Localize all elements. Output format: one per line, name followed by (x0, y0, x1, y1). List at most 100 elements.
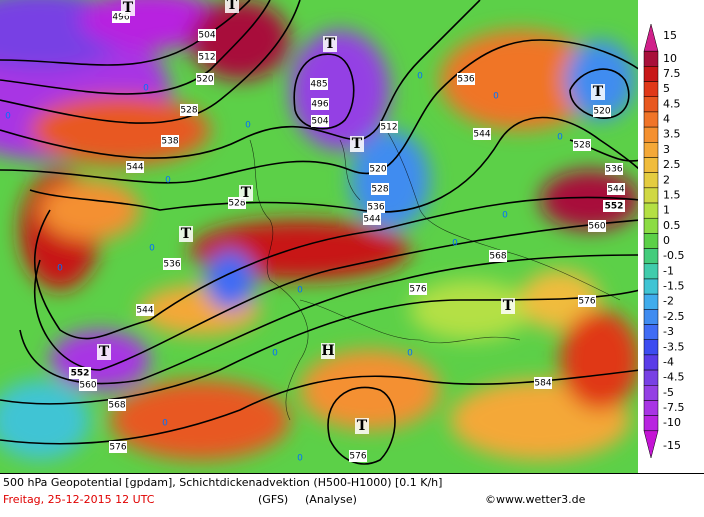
zero-line-label: 0 (417, 72, 423, 82)
colorbar-label: -10 (663, 416, 681, 429)
colorbar-label: 1 (663, 204, 670, 217)
contour-label: 560 (588, 222, 605, 232)
colorbar-label: 2 (663, 173, 670, 186)
colorbar-label: -2.5 (663, 310, 684, 323)
contour-label-box (409, 283, 427, 295)
zero-line-label: 0 (297, 454, 303, 464)
contour-label: 504 (198, 31, 215, 41)
colorbar-swatch (643, 66, 659, 82)
colorbar-swatch (643, 81, 659, 97)
pressure-center: T (593, 84, 604, 100)
colorbar-label: 7.5 (663, 67, 681, 80)
contour-label: 496 (112, 13, 129, 23)
contour-label-box (473, 128, 491, 140)
contour-label-box (180, 104, 198, 116)
map: 4965045125205285385445285365445525605685… (0, 0, 638, 473)
colorbar-swatch (643, 400, 659, 416)
contour-label: 512 (380, 123, 397, 133)
contour-label-box (603, 200, 625, 212)
contour-label-box (79, 379, 97, 391)
colorbar-label: 3.5 (663, 128, 681, 141)
zero-line-label: 0 (149, 244, 155, 254)
contour-label: 544 (126, 163, 143, 173)
coastlines (249, 119, 621, 421)
contour-label: 544 (473, 130, 490, 140)
colorbar-swatch (643, 278, 659, 295)
contour-label: 576 (578, 297, 595, 307)
zero-line-label: 0 (272, 349, 278, 359)
zero-line-label: 0 (143, 84, 149, 94)
contour-label-box (109, 441, 127, 453)
colorbar-label: 15 (663, 29, 677, 42)
colorbar-label: -2 (663, 295, 674, 308)
pressure-center-box (323, 36, 337, 52)
contour-label-box (349, 450, 367, 462)
contour-label: 576 (349, 452, 366, 462)
zero-line-label: 0 (57, 264, 63, 274)
contour-label: 536 (605, 165, 622, 175)
pressure-center-box (501, 298, 515, 314)
zero-line-label: 0 (5, 112, 11, 122)
contour-label-box (196, 73, 214, 85)
contour-label: 538 (161, 137, 178, 147)
pressure-center: T (503, 298, 514, 314)
colorbar-label: 0 (663, 234, 670, 247)
colorbar-swatch (643, 126, 659, 143)
colorbar-label: 4.5 (663, 97, 681, 110)
zero-line-label: 0 (297, 286, 303, 296)
contour-label: 504 (311, 117, 328, 127)
contour-label: 520 (593, 107, 610, 117)
colorbar-label: -4.5 (663, 371, 684, 384)
contour-label-box (69, 367, 91, 379)
contour-label: 520 (369, 165, 386, 175)
contour-label-box (371, 183, 389, 195)
contour-label-box (198, 29, 216, 41)
footer-analysis: (Analyse) (305, 493, 357, 506)
contour-label-box (163, 258, 181, 270)
colorbar-label: 1.5 (663, 188, 681, 201)
pressure-center-box (179, 226, 193, 242)
colorbar-swatch (643, 233, 659, 249)
zero-line-label: 0 (407, 349, 413, 359)
pressure-center-box (355, 418, 369, 434)
contour-label: 568 (108, 401, 125, 411)
colorbar-label: -0.5 (663, 249, 684, 262)
contour-label: 568 (489, 252, 506, 262)
contour-label: 528 (228, 199, 245, 209)
pressure-center-box (321, 343, 335, 359)
contour-label: 560 (79, 381, 96, 391)
zero-line-label: 0 (557, 133, 563, 143)
contour-label-box (489, 250, 507, 262)
colorbar-swatch (643, 96, 659, 113)
colorbar-swatch (643, 202, 659, 219)
zero-line-label: 0 (165, 176, 171, 186)
colorbar-swatch (643, 187, 659, 204)
contour-label: 584 (534, 379, 551, 389)
contour-label: 576 (109, 443, 126, 453)
contour-label-box (607, 183, 625, 195)
contour-label: 512 (198, 53, 215, 63)
colorbar-swatch (643, 324, 659, 340)
contour-label-box (369, 163, 387, 175)
contour-label: 576 (409, 285, 426, 295)
colorbar-swatch (643, 339, 659, 356)
colorbar-swatch (643, 293, 659, 310)
contour-label-box (588, 220, 606, 232)
contour-label: 536 (163, 260, 180, 270)
colorbar-swatch (643, 50, 659, 67)
colorbar-label: -7.5 (663, 401, 684, 414)
colorbar-swatch (643, 430, 659, 459)
colorbar-label: -1 (663, 264, 674, 277)
contour-label-box (161, 135, 179, 147)
contour-label-box (367, 201, 385, 213)
colorbar-swatch (643, 415, 659, 432)
contour-label-box (108, 399, 126, 411)
colorbar-label: 0.5 (663, 219, 681, 232)
contour-label-box (136, 304, 154, 316)
pressure-center: T (123, 0, 134, 16)
colorbar-swatch (643, 23, 659, 52)
pressure-center: T (99, 344, 110, 360)
pressure-center: T (325, 36, 336, 52)
colorbar: 15 10 7.5 5 4.5 4 3.5 3 2.5 2 1.5 1 0.5 0 -0.5 -1 -1.5 -2… (643, 23, 684, 459)
